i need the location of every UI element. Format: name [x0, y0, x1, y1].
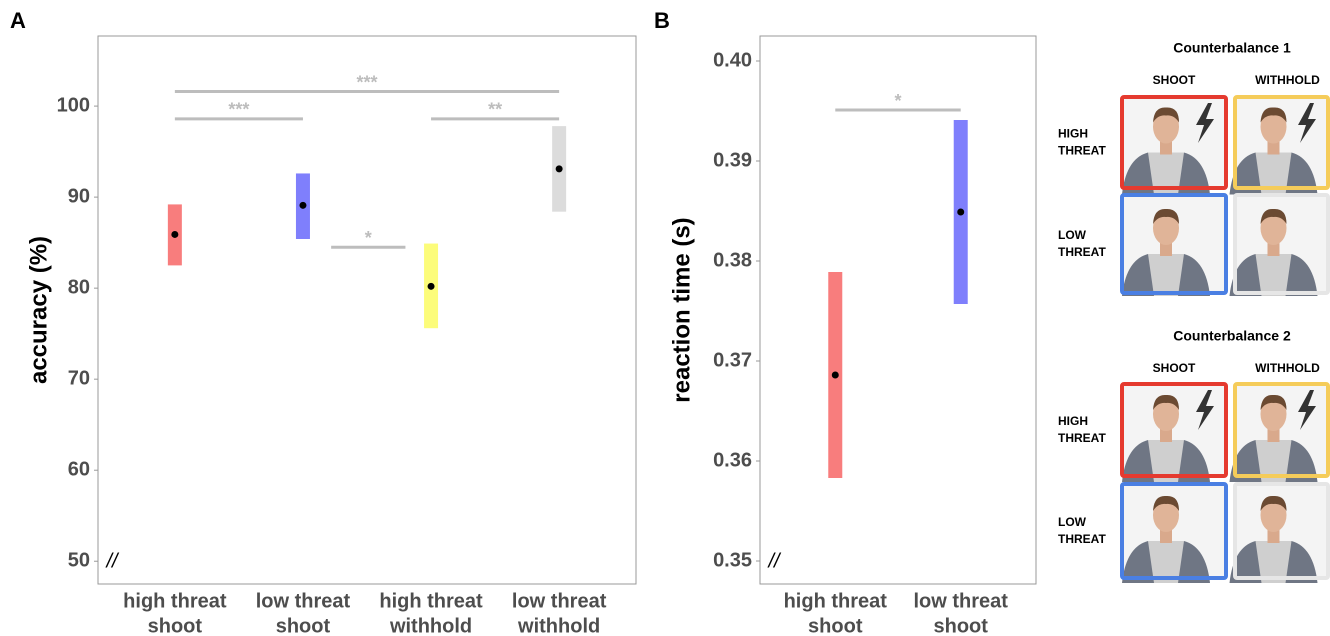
y-tick-label: 0.39: [713, 149, 752, 171]
x-tick-label: withhold: [517, 615, 600, 636]
cell-border: [1233, 382, 1330, 478]
cell-border: [1120, 482, 1228, 580]
y-tick-label: 100: [57, 94, 90, 116]
plot-frame: [759, 35, 1037, 585]
mean-point: [957, 208, 965, 216]
significance-label: **: [488, 100, 502, 120]
x-tick-label: shoot: [934, 615, 989, 636]
cb-column: SHOOT: [1153, 73, 1196, 87]
axis-break: //: [766, 550, 782, 572]
y-tick-label: 80: [68, 276, 90, 298]
y-tick-label: 0.36: [713, 449, 752, 471]
x-tick-label: low threat: [256, 590, 351, 612]
plot-frame: [97, 35, 637, 585]
cell-border: [1233, 95, 1330, 190]
cb-column: WITHHOLD: [1255, 361, 1320, 375]
cb-row: LOW: [1058, 228, 1087, 242]
y-tick-label: 70: [68, 367, 90, 389]
y-tick-label: 0.37: [713, 349, 752, 371]
cb-row: HIGH: [1058, 414, 1088, 428]
x-tick-label: high threat: [123, 590, 227, 612]
y-tick-label: 50: [68, 550, 90, 572]
significance-label: ***: [228, 100, 249, 120]
cell-border: [1120, 95, 1228, 190]
significance-label: *: [894, 91, 901, 111]
mean-point: [299, 201, 307, 209]
cell-border: [1120, 382, 1228, 478]
cell-border: [1120, 193, 1228, 295]
mean-point: [427, 282, 435, 290]
y-tick-label: 60: [68, 458, 90, 480]
significance-label: *: [365, 228, 372, 248]
cb-title: Counterbalance 1: [1173, 40, 1291, 56]
x-tick-label: shoot: [808, 615, 863, 636]
cb-column: SHOOT: [1153, 361, 1196, 375]
y-tick-label: 90: [68, 185, 90, 207]
cell-border: [1233, 482, 1330, 580]
y-axis-title: reaction time (s): [668, 217, 695, 402]
cell-border: [1233, 193, 1330, 295]
y-axis-title: accuracy (%): [25, 236, 52, 384]
cb-row: LOW: [1058, 515, 1087, 529]
x-tick-label: shoot: [148, 615, 203, 636]
x-tick-label: withhold: [389, 615, 472, 636]
mean-point: [555, 165, 563, 173]
x-tick-label: high threat: [379, 590, 483, 612]
y-tick-label: 0.38: [713, 249, 752, 271]
cb-row: THREAT: [1058, 532, 1106, 546]
y-tick-label: 0.35: [713, 549, 752, 571]
cb-column: WITHHOLD: [1255, 73, 1320, 87]
x-tick-label: high threat: [784, 590, 888, 612]
panel-letter: B: [654, 8, 670, 33]
x-tick-label: low threat: [512, 590, 607, 612]
cb-row: THREAT: [1058, 431, 1106, 445]
mean-point: [831, 371, 839, 379]
significance-label: ***: [356, 72, 377, 92]
cb-row: THREAT: [1058, 144, 1106, 158]
x-tick-label: shoot: [276, 615, 331, 636]
axis-break: //: [104, 550, 120, 572]
cb-title: Counterbalance 2: [1173, 328, 1291, 344]
y-tick-label: 0.40: [713, 49, 752, 71]
cb-row: HIGH: [1058, 127, 1088, 141]
mean-point: [171, 230, 179, 238]
panel-letter: A: [10, 8, 26, 33]
cb-row: THREAT: [1058, 245, 1106, 259]
x-tick-label: low threat: [914, 590, 1009, 612]
